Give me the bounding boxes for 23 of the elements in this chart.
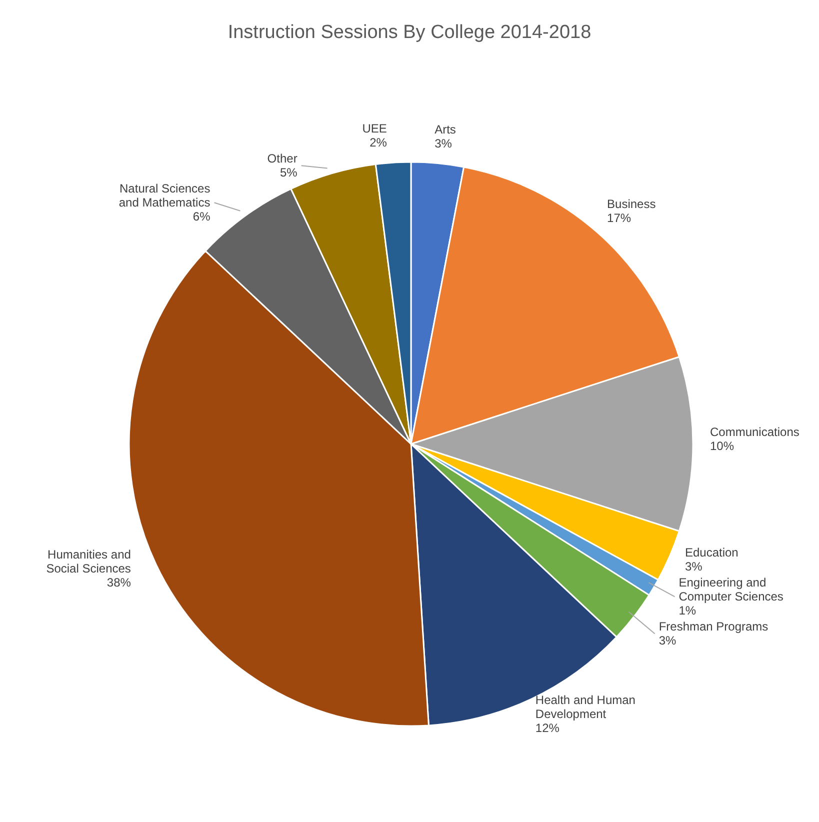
data-label: 5% xyxy=(280,166,298,180)
chart-title: Instruction Sessions By College 2014-2018 xyxy=(226,21,592,44)
slice-label: Engineering and Computer Sciences xyxy=(678,576,784,604)
slice-label: Communications xyxy=(710,425,800,439)
data-label: 17% xyxy=(607,210,632,225)
data-label: 2% xyxy=(370,136,388,150)
data-label: 12% xyxy=(535,721,560,736)
slice-label: Other xyxy=(267,152,298,166)
slice-label: UEE xyxy=(362,122,387,136)
slice-label: Freshman Programs xyxy=(658,620,768,634)
data-label: 38% xyxy=(106,575,132,590)
slice-label: Health and Human Development xyxy=(535,693,636,722)
data-label: 3% xyxy=(434,136,452,150)
slice-label: Humanities and Social Sciences xyxy=(46,547,131,576)
data-label: 3% xyxy=(684,560,703,574)
slice-label: Arts xyxy=(434,122,456,136)
slice-label: Natural Sciences and Mathematics xyxy=(118,182,210,210)
data-label: 3% xyxy=(658,634,676,648)
data-label: 6% xyxy=(192,210,211,224)
data-label: 10% xyxy=(710,439,734,453)
slice-label: Business xyxy=(607,196,656,211)
slice-label: Education xyxy=(684,546,738,560)
data-label: 1% xyxy=(678,604,696,618)
